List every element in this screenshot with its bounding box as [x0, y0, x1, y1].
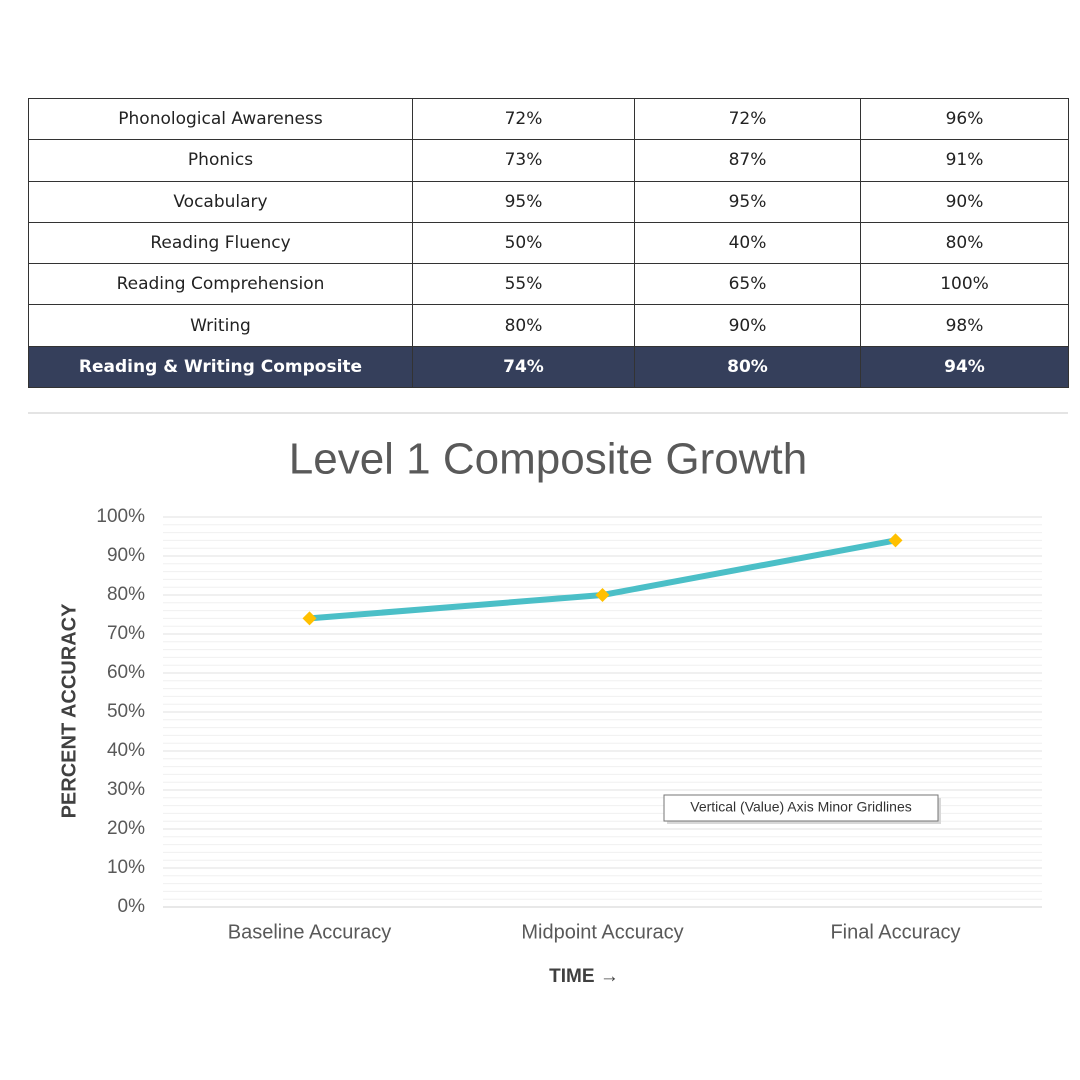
- chart-title: Level 1 Composite Growth: [289, 435, 807, 484]
- y-tick-label: 0%: [118, 896, 146, 917]
- separator: [28, 412, 1068, 414]
- tooltip-text: Vertical (Value) Axis Minor Gridlines: [690, 799, 911, 815]
- data-marker: [888, 533, 903, 548]
- y-tick-label: 100%: [96, 506, 145, 527]
- table-cell: 100%: [860, 263, 1069, 306]
- table-cell: Phonics: [28, 139, 413, 182]
- y-tick-label: 40%: [107, 740, 145, 761]
- table-cell: 91%: [860, 139, 1069, 182]
- x-tick-label: Midpoint Accuracy: [521, 921, 683, 943]
- table-row: Reading Comprehension 55% 65% 100%: [28, 263, 1069, 306]
- y-tick-label: 30%: [107, 779, 145, 800]
- table-row: Phonological Awareness 72% 72% 96%: [28, 97, 1069, 141]
- x-axis-title: TIME →: [549, 966, 619, 987]
- table-cell: 87%: [634, 139, 861, 182]
- table-cell: 94%: [860, 345, 1069, 389]
- y-tick-label: 70%: [107, 623, 145, 644]
- table-cell: Phonological Awareness: [28, 97, 413, 141]
- table-cell: Reading Comprehension: [28, 263, 413, 306]
- y-tick-label: 60%: [107, 662, 145, 683]
- y-tick-label: 10%: [107, 857, 145, 878]
- y-tick-label: 90%: [107, 545, 145, 566]
- scores-table: Phonological Awareness 72% 72% 96% Phonics 73…: [28, 97, 1069, 389]
- y-tick-label: 50%: [107, 701, 145, 722]
- table-cell: Reading & Writing Composite: [28, 345, 413, 389]
- data-marker: [595, 588, 610, 602]
- table-cell: 72%: [412, 97, 635, 141]
- table-row: Reading & Writing Composite 74% 80% 94%: [28, 345, 1069, 389]
- table-row: Vocabulary 95% 95% 90%: [28, 180, 1069, 223]
- table-cell: Reading Fluency: [28, 221, 413, 265]
- table-cell: 95%: [634, 180, 861, 223]
- x-tick-label: Final Accuracy: [830, 921, 960, 943]
- table-row: Phonics 73% 87% 91%: [28, 139, 1069, 182]
- tooltip-box: [663, 794, 939, 822]
- y-tick-label: 80%: [107, 584, 145, 605]
- table-cell: 74%: [412, 345, 635, 389]
- y-tick-label: 20%: [107, 818, 145, 839]
- table-cell: 95%: [412, 180, 635, 223]
- table-cell: Vocabulary: [28, 180, 413, 223]
- table-row: Reading Fluency 50% 40% 80%: [28, 221, 1069, 265]
- table-cell: 90%: [860, 180, 1069, 223]
- y-axis-title: PERCENT ACCURACY: [58, 603, 80, 818]
- table-cell: 96%: [860, 97, 1069, 141]
- data-marker: [302, 611, 317, 626]
- table-row: Writing 80% 90% 98%: [28, 304, 1069, 347]
- table-cell: Writing: [28, 304, 413, 347]
- x-tick-label: Baseline Accuracy: [228, 921, 391, 943]
- table-cell: 98%: [860, 304, 1069, 347]
- table-cell: 50%: [412, 221, 635, 265]
- table-cell: 40%: [634, 221, 861, 265]
- table-cell: 80%: [860, 221, 1069, 265]
- table-cell: 80%: [634, 345, 861, 389]
